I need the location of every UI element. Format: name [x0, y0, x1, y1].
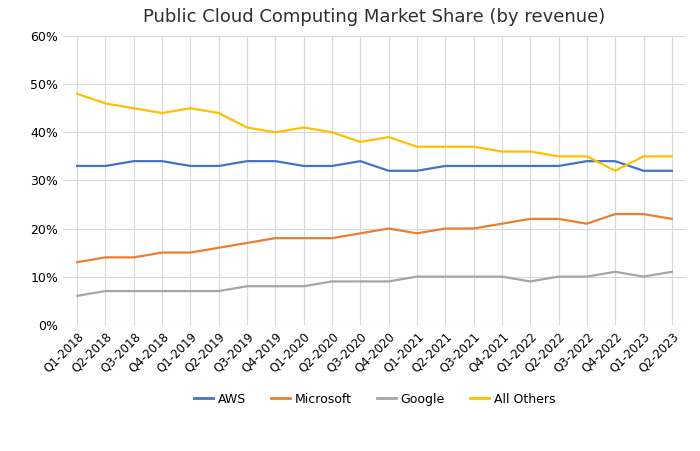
Title: Public Cloud Computing Market Share (by revenue): Public Cloud Computing Market Share (by …	[144, 8, 606, 26]
Legend: AWS, Microsoft, Google, All Others: AWS, Microsoft, Google, All Others	[189, 388, 560, 411]
